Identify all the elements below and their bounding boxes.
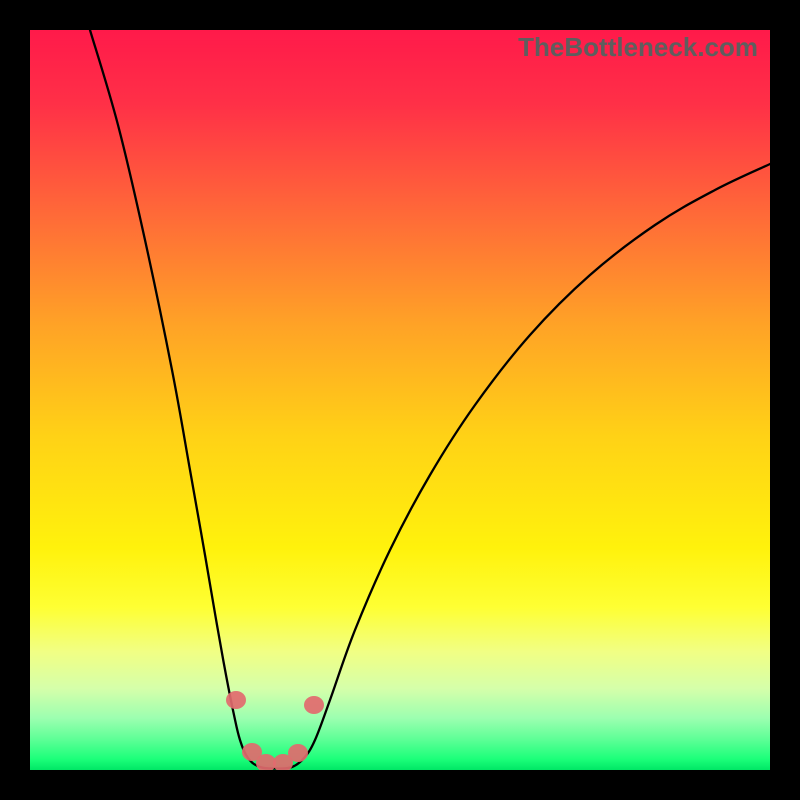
curve-marker <box>288 744 308 762</box>
watermark-text: TheBottleneck.com <box>518 32 758 63</box>
gradient-background <box>30 30 770 770</box>
chart-frame: TheBottleneck.com <box>0 0 800 800</box>
curve-marker <box>226 691 246 709</box>
plot-area <box>30 30 770 770</box>
curve-marker <box>304 696 324 714</box>
bottleneck-curve-plot <box>30 30 770 770</box>
